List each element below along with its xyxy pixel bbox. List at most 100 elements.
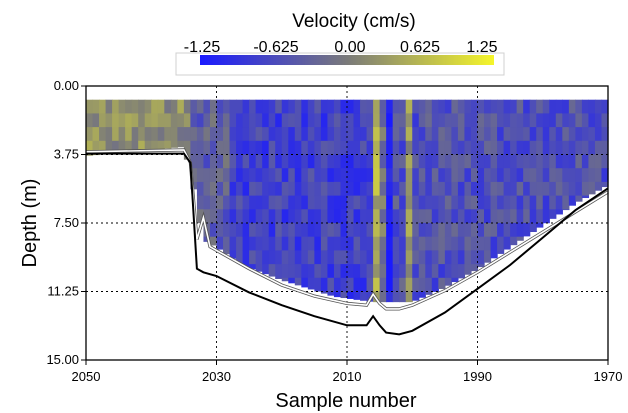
velocity-cell: [333, 250, 342, 265]
velocity-cell: [275, 277, 283, 280]
depth-line-black: [86, 152, 609, 336]
velocity-cell: [229, 154, 237, 169]
velocity-cell: [249, 154, 257, 169]
velocity-cell: [549, 140, 557, 156]
velocity-cell: [386, 209, 394, 224]
velocity-cell: [360, 277, 368, 293]
velocity-cell: [386, 140, 394, 156]
velocity-cell: [477, 236, 485, 251]
velocity-cell: [255, 195, 263, 210]
velocity-cell: [255, 250, 263, 265]
velocity-cell: [529, 195, 537, 210]
velocity-cell: [196, 127, 205, 142]
velocity-cell: [594, 154, 603, 169]
velocity-cell: [281, 209, 289, 224]
velocity-cell: [301, 181, 309, 197]
velocity-cell: [444, 264, 452, 279]
velocity-cell: [594, 99, 603, 114]
velocity-cell: [457, 127, 466, 142]
x-axis-label: Sample number: [275, 390, 417, 412]
velocity-cell: [229, 223, 237, 238]
velocity-cell: [588, 181, 596, 195]
velocity-cell: [412, 291, 420, 301]
velocity-cell: [320, 250, 329, 265]
velocity-cell: [157, 127, 165, 142]
velocity-cell: [536, 195, 544, 210]
velocity-cell: [379, 127, 387, 142]
velocity-cell: [333, 195, 342, 210]
velocity-cell: [444, 250, 452, 265]
velocity-cell: [223, 113, 231, 128]
velocity-cell: [333, 264, 342, 279]
velocity-cell: [555, 99, 563, 114]
velocity-cell: [262, 195, 270, 210]
velocity-cell: [203, 195, 211, 210]
velocity-cell: [575, 127, 583, 142]
velocity-cell: [196, 154, 205, 169]
velocity-cell: [360, 250, 368, 265]
velocity-cell: [347, 195, 355, 210]
velocity-cell: [307, 99, 315, 114]
velocity-cell: [470, 250, 479, 265]
velocity-cell: [268, 250, 276, 265]
velocity-cell: [99, 113, 107, 128]
velocity-cell: [216, 209, 224, 224]
velocity-cell: [209, 140, 218, 156]
velocity-cell: [542, 209, 550, 224]
velocity-cell: [555, 181, 563, 197]
velocity-cell: [484, 209, 492, 224]
velocity-cell: [529, 209, 537, 224]
velocity-cell: [223, 154, 231, 169]
velocity-cell: [86, 154, 94, 156]
velocity-cell: [464, 127, 472, 142]
velocity-cell: [340, 250, 348, 265]
velocity-cell: [144, 99, 152, 114]
velocity-cell: [392, 236, 400, 251]
velocity-cell: [255, 236, 263, 251]
velocity-cell: [353, 181, 361, 197]
velocity-cell: [281, 195, 289, 210]
velocity-cell: [353, 154, 361, 169]
velocity-cell: [216, 236, 224, 250]
velocity-cell: [281, 168, 289, 183]
velocity-cell: [405, 168, 413, 183]
velocity-cell: [379, 209, 387, 224]
velocity-cell: [405, 140, 413, 156]
velocity-cell: [255, 209, 263, 224]
velocity-cell: [497, 154, 505, 169]
velocity-cell: [249, 195, 257, 210]
velocity-cell: [255, 181, 263, 197]
velocity-cell: [555, 195, 563, 210]
velocity-cell: [373, 195, 381, 210]
velocity-cell: [353, 250, 361, 265]
velocity-cell: [542, 195, 550, 210]
velocity-cell: [497, 195, 505, 210]
velocity-cell: [320, 291, 329, 294]
velocity-cell: [484, 250, 492, 263]
velocity-cell: [405, 195, 413, 210]
velocity-cell: [373, 113, 381, 128]
velocity-cell: [288, 195, 296, 210]
velocity-cell: [360, 209, 368, 224]
velocity-cell: [379, 140, 387, 156]
velocity-cell: [444, 195, 452, 210]
velocity-cell: [112, 99, 120, 114]
velocity-cell: [144, 113, 152, 128]
velocity-cell: [262, 223, 270, 238]
velocity-cell: [353, 264, 361, 279]
velocity-cell: [320, 113, 329, 128]
velocity-cell: [164, 127, 172, 142]
velocity-cell: [555, 168, 563, 183]
velocity-cell: [229, 181, 237, 197]
velocity-cell: [203, 113, 211, 128]
velocity-cell: [484, 195, 492, 210]
velocity-cell: [549, 154, 557, 169]
velocity-cell: [314, 277, 322, 292]
velocity-cell: [536, 209, 544, 224]
velocity-cell: [209, 127, 218, 142]
velocity-cell: [457, 154, 466, 169]
velocity-cell: [366, 209, 374, 224]
velocity-cell: [268, 140, 276, 156]
velocity-cell: [373, 181, 381, 197]
velocity-cell: [327, 154, 335, 169]
